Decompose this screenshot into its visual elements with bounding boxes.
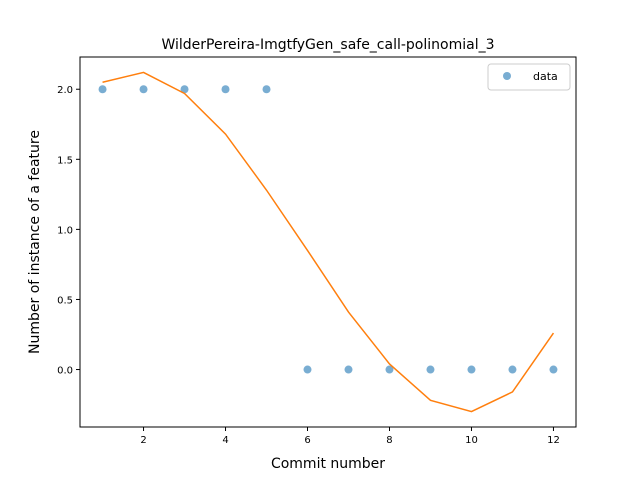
data-point bbox=[385, 365, 394, 374]
x-tick-label: 2 bbox=[140, 435, 146, 446]
data-point bbox=[139, 85, 148, 94]
legend: data bbox=[487, 63, 571, 91]
data-point bbox=[303, 365, 312, 374]
chart-title: WilderPereira-ImgtfyGen_safe_call-polino… bbox=[161, 37, 494, 53]
x-tick-label: 4 bbox=[222, 435, 228, 446]
data-point bbox=[426, 365, 435, 374]
fit-line bbox=[102, 71, 555, 413]
y-tick-label: 2.0 bbox=[57, 85, 73, 96]
y-axis-label: Number of instance of a feature bbox=[27, 130, 43, 354]
plot-area bbox=[98, 71, 558, 413]
data-point bbox=[180, 85, 189, 94]
legend-label-data: data bbox=[533, 70, 558, 83]
y-tick-label: 0.0 bbox=[57, 366, 73, 377]
legend-box bbox=[487, 63, 571, 91]
data-point bbox=[221, 85, 230, 94]
y-tick-label: 0.5 bbox=[57, 295, 73, 306]
data-point bbox=[508, 365, 517, 374]
x-tick-label: 6 bbox=[304, 435, 310, 446]
x-tick-label: 12 bbox=[547, 435, 560, 446]
axis-ticks: 2 4 6 8 10 12 0.0 0.5 1.0 1.5 2.0 bbox=[57, 85, 560, 446]
axes-frame bbox=[79, 56, 577, 428]
y-tick-label: 1.0 bbox=[57, 225, 73, 236]
data-point bbox=[98, 85, 107, 94]
x-axis-label: Commit number bbox=[271, 456, 385, 472]
data-point bbox=[262, 85, 271, 94]
data-point bbox=[549, 365, 558, 374]
x-tick-label: 10 bbox=[465, 435, 478, 446]
data-point bbox=[344, 365, 353, 374]
x-tick-label: 8 bbox=[386, 435, 392, 446]
y-tick-label: 1.5 bbox=[57, 155, 73, 166]
legend-marker-data bbox=[503, 72, 511, 80]
data-point bbox=[467, 365, 476, 374]
